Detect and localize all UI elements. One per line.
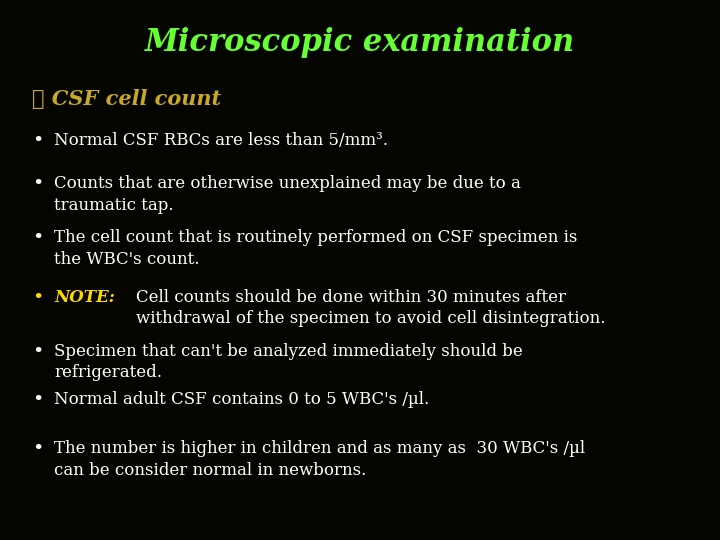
Text: •: •	[32, 343, 44, 361]
Text: •: •	[32, 392, 44, 409]
Text: •: •	[32, 230, 44, 247]
Text: •: •	[32, 440, 44, 458]
Text: ❖ CSF cell count: ❖ CSF cell count	[32, 89, 222, 109]
Text: Cell counts should be done within 30 minutes after
withdrawal of the specimen to: Cell counts should be done within 30 min…	[136, 289, 606, 327]
Text: The cell count that is routinely performed on CSF specimen is
the WBC's count.: The cell count that is routinely perform…	[54, 230, 577, 268]
Text: Specimen that can't be analyzed immediately should be
refrigerated.: Specimen that can't be analyzed immediat…	[54, 343, 523, 381]
Text: •: •	[32, 289, 44, 307]
Text: •: •	[32, 132, 44, 150]
Text: NOTE:: NOTE:	[54, 289, 115, 306]
Text: Normal CSF RBCs are less than 5/mm³.: Normal CSF RBCs are less than 5/mm³.	[54, 132, 388, 149]
Text: Microscopic examination: Microscopic examination	[145, 27, 575, 58]
Text: •: •	[32, 176, 44, 193]
Text: The number is higher in children and as many as  30 WBC's /µl
can be consider no: The number is higher in children and as …	[54, 440, 585, 478]
Text: Counts that are otherwise unexplained may be due to a
traumatic tap.: Counts that are otherwise unexplained ma…	[54, 176, 521, 214]
Text: Normal adult CSF contains 0 to 5 WBC's /µl.: Normal adult CSF contains 0 to 5 WBC's /…	[54, 392, 429, 408]
